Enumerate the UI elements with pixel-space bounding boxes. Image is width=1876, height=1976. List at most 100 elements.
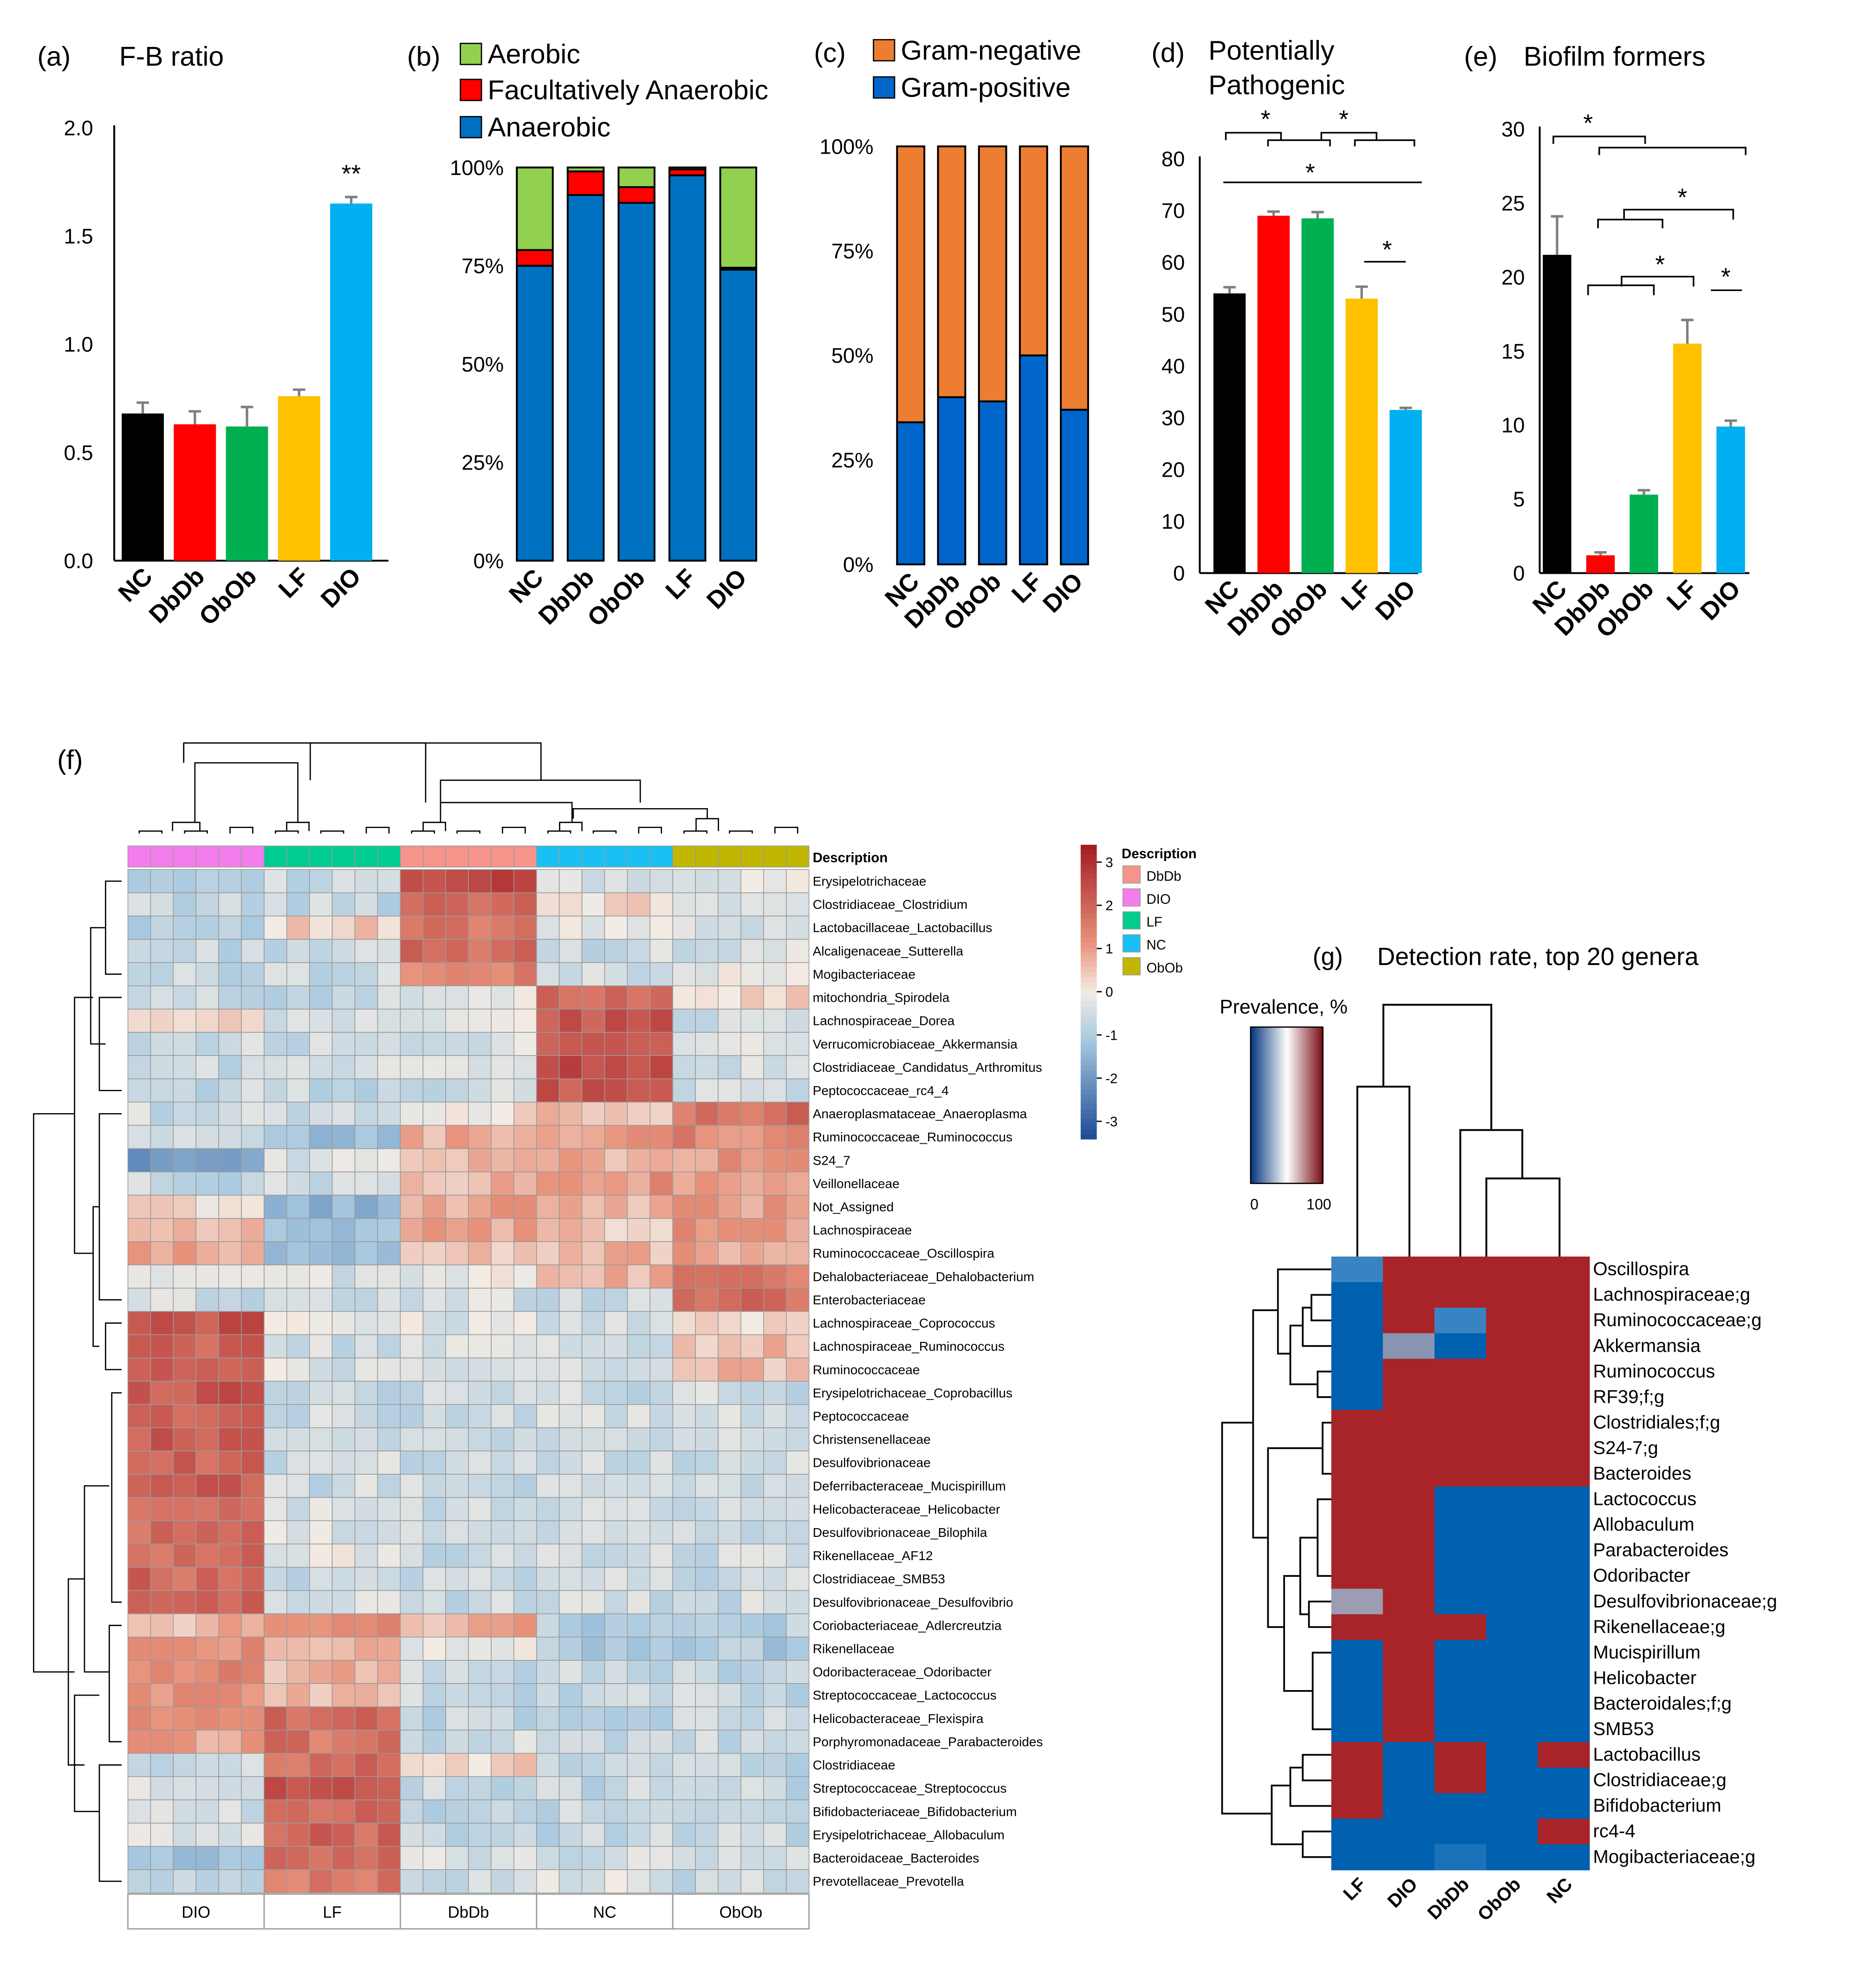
heat-cell bbox=[195, 1753, 219, 1777]
heat-cell bbox=[377, 939, 401, 963]
heat-cell bbox=[468, 1636, 492, 1661]
heat-cell bbox=[309, 1055, 333, 1080]
prevalence-cell bbox=[1434, 1333, 1487, 1360]
heat-cell bbox=[695, 1311, 719, 1335]
heat-cell bbox=[445, 1380, 469, 1405]
heat-cell bbox=[536, 1846, 560, 1870]
heat-cell bbox=[581, 1334, 605, 1359]
heat-cell bbox=[785, 1451, 810, 1475]
heat-cell bbox=[309, 1194, 333, 1219]
heat-cell bbox=[740, 939, 764, 963]
heat-cell bbox=[763, 892, 787, 917]
y-tick-label: 25% bbox=[831, 448, 874, 472]
heat-cell bbox=[218, 1497, 242, 1522]
bar-obob bbox=[1301, 218, 1334, 573]
heat-cell bbox=[331, 892, 356, 917]
column-dendrogram-branch bbox=[559, 822, 583, 831]
heat-cell bbox=[695, 892, 719, 917]
y-tick-label: 75% bbox=[461, 254, 504, 278]
sig-star: * bbox=[1721, 264, 1731, 291]
heat-cell bbox=[604, 1241, 628, 1265]
heat-cell bbox=[763, 1125, 787, 1149]
heat-cell bbox=[400, 962, 424, 986]
heat-cell bbox=[354, 1706, 378, 1731]
heat-cell bbox=[195, 1241, 219, 1265]
heat-cell bbox=[558, 1497, 583, 1522]
prevalence-cell bbox=[1486, 1359, 1538, 1385]
heat-cell bbox=[604, 1288, 628, 1312]
row-label: Desulfovibrionaceae;g bbox=[1593, 1591, 1777, 1612]
heat-cell bbox=[218, 1032, 242, 1056]
row-label: Allobaculum bbox=[1593, 1515, 1694, 1535]
heat-cell bbox=[286, 1032, 310, 1056]
heat-cell bbox=[491, 1218, 514, 1242]
heat-cell bbox=[604, 1311, 628, 1335]
group-annotation-cell bbox=[264, 845, 287, 868]
heat-cell bbox=[264, 1404, 287, 1428]
heat-cell bbox=[763, 939, 787, 963]
heat-cell bbox=[649, 1543, 673, 1568]
heat-cell bbox=[309, 1264, 333, 1289]
heat-cell bbox=[377, 1636, 401, 1661]
prevalence-cell bbox=[1331, 1742, 1383, 1769]
heat-cell bbox=[695, 1357, 719, 1382]
y-tick-label: 40 bbox=[1162, 354, 1185, 378]
heat-cell bbox=[536, 1636, 560, 1661]
legend-gradient-step bbox=[1287, 1027, 1289, 1184]
heat-cell bbox=[264, 1032, 287, 1056]
group-annotation-cell bbox=[763, 845, 787, 868]
y-tick-label: 15 bbox=[1501, 339, 1525, 363]
heat-cell bbox=[127, 1753, 151, 1777]
heat-cell bbox=[718, 1427, 741, 1451]
heat-cell bbox=[695, 1101, 719, 1126]
heat-cell bbox=[241, 1822, 265, 1847]
heat-cell bbox=[173, 1288, 196, 1312]
heat-cell bbox=[718, 1241, 741, 1265]
heat-cell bbox=[127, 1125, 151, 1149]
heat-cell bbox=[627, 962, 651, 986]
heat-cell bbox=[264, 1194, 287, 1219]
bar-lf bbox=[1345, 298, 1378, 573]
heat-cell bbox=[445, 1869, 469, 1893]
row-label: Lachnospiraceae_Dorea bbox=[813, 1014, 955, 1028]
heat-cell bbox=[309, 1078, 333, 1103]
heat-cell bbox=[581, 1380, 605, 1405]
legend-swatch bbox=[460, 116, 482, 138]
heat-cell bbox=[581, 939, 605, 963]
color-scale-step bbox=[1080, 1011, 1097, 1017]
heat-cell bbox=[286, 1776, 310, 1801]
legend-gradient-step bbox=[1263, 1027, 1266, 1184]
heat-cell bbox=[491, 1730, 514, 1754]
prevalence-cell bbox=[1383, 1563, 1435, 1589]
heat-cell bbox=[195, 1636, 219, 1661]
heat-cell bbox=[763, 1706, 787, 1731]
heat-cell bbox=[264, 869, 287, 894]
row-label: Erysipelotrichaceae_Coprobacillus bbox=[813, 1386, 1013, 1400]
heat-cell bbox=[331, 1171, 356, 1196]
heat-cell bbox=[445, 1683, 469, 1707]
heat-cell bbox=[354, 1357, 378, 1382]
heat-cell bbox=[422, 1125, 446, 1149]
heat-cell bbox=[627, 1148, 651, 1173]
heat-cell bbox=[218, 1660, 242, 1684]
heat-cell bbox=[536, 1497, 560, 1522]
heat-cell bbox=[604, 1171, 628, 1196]
heat-cell bbox=[422, 1032, 446, 1056]
heat-cell bbox=[241, 1567, 265, 1591]
group-annotation-cell bbox=[173, 845, 196, 868]
heat-cell bbox=[558, 1869, 583, 1893]
heat-cell bbox=[150, 1311, 174, 1335]
heat-cell bbox=[309, 1520, 333, 1545]
row-dendrogram-branch bbox=[92, 1206, 100, 1347]
sig-bracket bbox=[1598, 147, 1746, 155]
heat-cell bbox=[422, 1171, 446, 1196]
heat-cell bbox=[218, 939, 242, 963]
heat-cell bbox=[422, 1613, 446, 1638]
heat-cell bbox=[173, 1799, 196, 1824]
heat-cell bbox=[695, 1822, 719, 1847]
heat-cell bbox=[354, 1427, 378, 1451]
heat-cell bbox=[740, 1194, 764, 1219]
group-annotation-cell bbox=[558, 845, 583, 868]
heat-cell bbox=[264, 1474, 287, 1498]
y-tick-label: 70 bbox=[1162, 199, 1185, 223]
